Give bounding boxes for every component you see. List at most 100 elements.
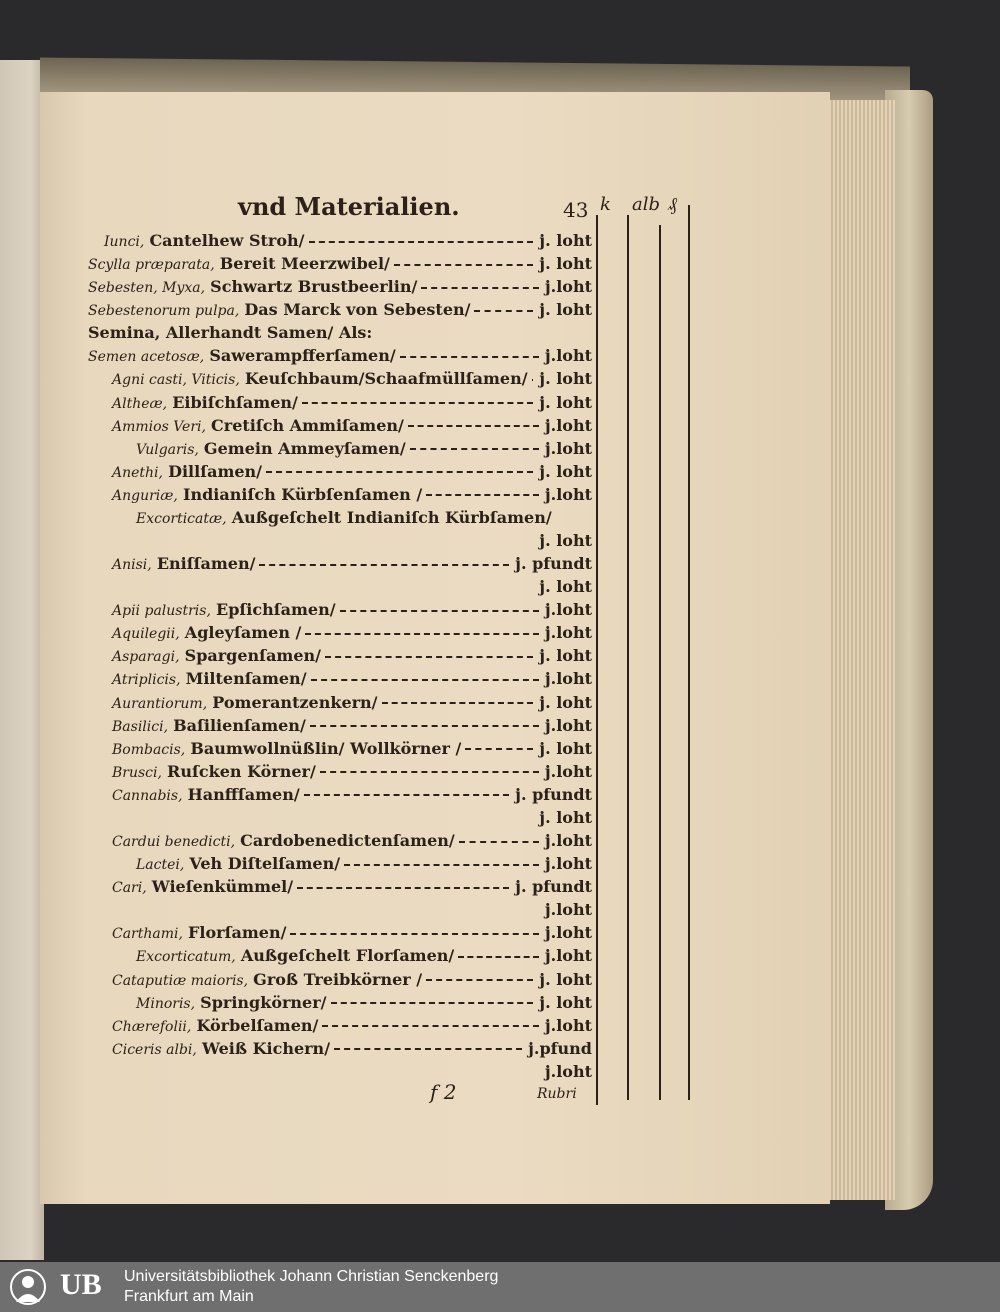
unit: j.loht <box>544 761 592 781</box>
german-name: Körbelſamen/ <box>196 1015 319 1035</box>
list-item: j.loht <box>88 898 592 921</box>
list-item: Sebesten, Myxa, Schwartz Brustbeerlin/j.… <box>88 275 592 298</box>
library-logo[interactable]: UB <box>4 1266 116 1308</box>
page-number: 43 <box>563 198 589 222</box>
latin-name: Lactei, <box>136 857 185 874</box>
list-item: Excorticatum, Außgeſchelt Florſamen/j.lo… <box>88 944 592 967</box>
list-item: Semina, Allerhandt Samen/ Als: <box>88 321 592 344</box>
list-item: Atriplicis, Miltenſamen/j.loht <box>88 667 592 690</box>
list-item: Cardui benedicti, Cardobenedictenſamen/j… <box>88 829 592 852</box>
german-name: Außgeſchelt Florſamen/ <box>240 946 455 966</box>
latin-name: Cataputiæ maioris, <box>112 972 249 989</box>
leader-dashes <box>458 840 539 843</box>
unit: j.loht <box>544 854 592 874</box>
unit: j.loht <box>544 831 592 851</box>
latin-name: Asparagi, <box>112 649 180 666</box>
list-item: Cataputiæ maioris, Groß Treibkörner / j. … <box>88 968 592 991</box>
german-name: Sawerampfferſamen/ <box>209 346 396 366</box>
list-item: Semen acetosæ, Sawerampfferſamen/j.loht <box>88 344 592 367</box>
list-item: Altheæ, Eibiſchſamen/j. loht <box>88 391 592 414</box>
german-name: Florſamen/ <box>188 923 287 943</box>
german-name: Dillſamen/ <box>168 461 263 481</box>
list-item: Agni casti, Viticis, Keuſchbaum/Schaafmü… <box>88 367 592 390</box>
book-page <box>40 92 830 1204</box>
german-name: Cardobenedictenſamen/ <box>240 831 455 851</box>
latin-name: Cannabis, <box>112 787 183 804</box>
german-name: Indianiſch Kürbſenſamen / <box>182 484 423 504</box>
leader-dashes <box>301 402 533 405</box>
column-head-pfennig: ₰ <box>668 194 677 215</box>
latin-name: Anisi, <box>112 557 152 574</box>
column-rule <box>688 205 690 1100</box>
unit: j. loht <box>539 992 592 1012</box>
unit: j.loht <box>544 669 592 689</box>
leader-dashes <box>290 932 540 935</box>
unit: j.loht <box>544 946 592 966</box>
catchword: Rubri <box>537 1086 577 1102</box>
unit: j. pfundt <box>515 554 592 574</box>
leader-dashes <box>531 378 533 381</box>
leader-dashes <box>322 1025 540 1028</box>
leader-dashes <box>426 494 540 497</box>
library-city: Frankfurt am Main <box>124 1288 254 1305</box>
list-item: Carthami, Florſamen/j.loht <box>88 921 592 944</box>
column-head-alb: alb <box>632 194 661 215</box>
german-name: Wieſenkümmel/ <box>151 877 294 897</box>
german-name: Eibiſchſamen/ <box>172 392 298 412</box>
leader-dashes <box>426 979 534 981</box>
unit: j.loht <box>544 484 592 504</box>
list-item: Sebestenorum pulpa, Das Marck von Sebest… <box>88 298 592 321</box>
unit: j. loht <box>539 300 592 320</box>
list-item: j.loht <box>88 1060 592 1083</box>
unit: j. loht <box>539 369 592 389</box>
leader-dashes <box>305 632 540 635</box>
signature-mark: f 2 <box>430 1080 457 1104</box>
list-item: Chærefolii, Körbelſamen/j.loht <box>88 1014 592 1037</box>
column-rule <box>659 225 661 1100</box>
price-list: Iunci, Cantelhew Stroh/j. loht Scylla præ… <box>88 229 592 1083</box>
german-name: Gemein Ammeyſamen/ <box>203 438 406 458</box>
leader-dashes <box>319 771 539 774</box>
list-item: Ammios Veri, Cretiſch Ammiſamen/j.loht <box>88 414 592 437</box>
german-name: Keuſchbaum/Schaafmüllſamen/ <box>244 369 528 389</box>
latin-name: Scylla præparata, <box>88 257 215 274</box>
list-item: Ciceris albi, Weiß Kichern/j.pfund <box>88 1037 592 1060</box>
unit: j.loht <box>544 1015 592 1035</box>
unit: j. loht <box>539 577 592 597</box>
unit: j. loht <box>539 254 592 274</box>
latin-name: Sebestenorum pulpa, <box>88 303 240 320</box>
leader-dashes <box>325 655 534 658</box>
latin-name: Ciceris albi, <box>112 1041 197 1058</box>
list-item: Excorticatæ, Außgeſchelt Indianiſch Kürb… <box>88 506 592 529</box>
list-item: Lactei, Veh Diſtelſamen/j.loht <box>88 852 592 875</box>
leader-dashes <box>297 886 510 889</box>
german-name: Semina, Allerhandt Samen/ Als: <box>88 323 373 343</box>
latin-name: Altheæ, <box>112 395 168 412</box>
leader-dashes <box>310 678 539 681</box>
list-item: Minoris, Springkörner/j. loht <box>88 991 592 1014</box>
unit: j. loht <box>539 461 592 481</box>
german-name: Miltenſamen/ <box>185 669 307 689</box>
latin-name: Bombacis, <box>112 741 186 758</box>
leader-dashes <box>474 309 534 312</box>
latin-name: Cari, <box>112 880 147 897</box>
german-name: Springkörner/ <box>200 992 327 1012</box>
latin-name: Carthami, <box>112 926 183 943</box>
unit: j. loht <box>539 807 592 827</box>
german-name: Baſilienſamen/ <box>173 715 306 735</box>
leader-dashes <box>381 702 533 705</box>
latin-name: Apii palustris, <box>112 603 211 620</box>
unit: j.loht <box>544 277 592 297</box>
list-item: Apii palustris, Epſichſamen/j.loht <box>88 598 592 621</box>
unit: j.loht <box>544 900 592 920</box>
list-item: Anisi, Eniſſamen/j. pfundt <box>88 552 592 575</box>
unit: j.loht <box>544 923 592 943</box>
german-name: Ruſcken Körner/ <box>167 761 316 781</box>
unit: j.loht <box>544 715 592 735</box>
latin-name: Atriplicis, <box>112 672 181 689</box>
list-item: Aquilegii, Agleyſamen / j.loht <box>88 621 592 644</box>
unit: j. loht <box>539 392 592 412</box>
german-name: Baumwollnüßlin/ Wollkörner / <box>190 738 462 758</box>
list-item: Cannabis, Hanffſamen/j. pfundt <box>88 783 592 806</box>
latin-name: Excorticatum, <box>136 949 236 966</box>
